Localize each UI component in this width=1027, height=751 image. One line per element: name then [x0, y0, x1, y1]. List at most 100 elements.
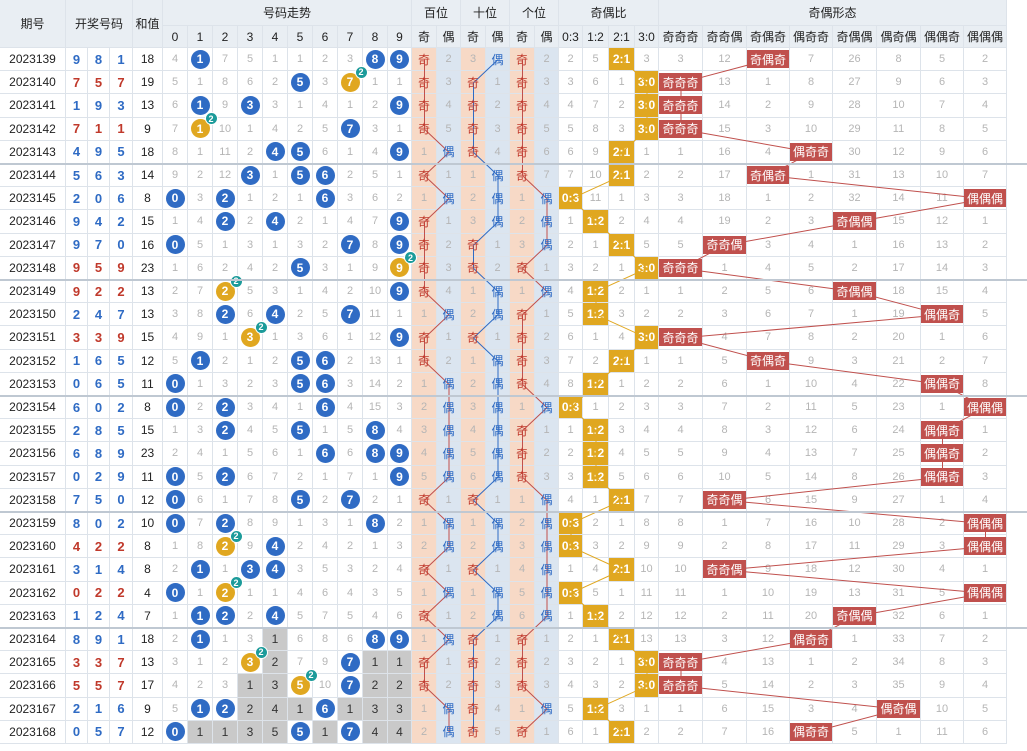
h-parity-cell: 4	[437, 280, 461, 304]
form-cell: 3	[747, 117, 790, 141]
form-cell: 3	[964, 256, 1007, 280]
h-parity-cell: 奇	[412, 117, 437, 141]
repeat-count-badge: 2	[229, 274, 243, 288]
draw-digit: 4	[88, 210, 110, 234]
ball-number: 3	[246, 168, 254, 183]
miss-count: 3	[677, 192, 684, 205]
form-cell: 1	[833, 628, 877, 652]
ratio-cell: 1:2	[583, 419, 609, 443]
repeat-count-badge: 2	[204, 112, 218, 126]
ratio-cell: 1	[609, 651, 635, 675]
group-separator	[0, 163, 1027, 165]
miss-count: 31	[892, 586, 905, 599]
draw-header[interactable]: 开奖号码	[66, 0, 133, 48]
parity-hit: 奇	[466, 562, 479, 577]
t-parity-cell: 2	[461, 604, 486, 628]
miss-count: 1	[618, 261, 625, 274]
miss-count: 2	[396, 192, 403, 205]
form-cell: 11	[921, 187, 964, 211]
form-cell: 11	[659, 581, 703, 605]
ratio-cell: 5	[635, 442, 659, 466]
ball-number: 2	[221, 423, 229, 438]
miss-count: 4	[543, 377, 550, 390]
trend-cell: 3	[363, 117, 388, 141]
tens-header[interactable]: 十位	[461, 0, 510, 26]
miss-count: 6	[346, 633, 354, 646]
miss-count: 3	[851, 354, 858, 367]
draw-digit: 3	[110, 94, 133, 118]
miss-count: 3	[321, 517, 329, 530]
trend-cell: 1	[188, 558, 213, 582]
form-cell: 3	[921, 535, 964, 559]
ratio-header[interactable]: 奇偶比	[559, 0, 659, 26]
form-cell: 2	[703, 280, 747, 304]
miss-count: 3	[246, 238, 254, 251]
miss-count: 3	[543, 76, 550, 89]
parity-hit: 奇	[417, 284, 430, 299]
miss-count: 2	[321, 238, 329, 251]
trend-cell: 2	[238, 372, 263, 396]
miss-count: 3	[445, 76, 452, 89]
miss-count: 6	[246, 76, 254, 89]
miss-count: 1	[221, 563, 229, 576]
form-cell: 7	[964, 164, 1007, 188]
form-hit: 奇奇奇	[659, 328, 702, 347]
ball-number: 4	[271, 214, 279, 229]
draw-digit: 5	[66, 674, 88, 698]
miss-count: 1	[764, 192, 772, 205]
trend-cell: 0	[163, 233, 188, 257]
form-cell: 2	[747, 94, 790, 118]
units-header[interactable]: 个位	[510, 0, 559, 26]
draw-digit: 7	[66, 488, 88, 512]
miss-count: 4	[371, 724, 379, 739]
trend-cell: 3	[363, 697, 388, 721]
hundreds-header[interactable]: 百位	[412, 0, 461, 26]
trend-cell: 1	[163, 604, 188, 628]
miss-count: 2	[321, 493, 329, 506]
t-parity-cell: 6	[461, 465, 486, 489]
miss-count: 22	[892, 377, 905, 390]
miss-count: 1	[518, 401, 526, 414]
miss-count: 15	[935, 285, 949, 298]
miss-count: 2	[346, 354, 354, 367]
period-header[interactable]: 期号	[0, 0, 66, 48]
sum-header[interactable]: 和值	[133, 0, 163, 48]
parity-hit: 奇	[417, 122, 430, 137]
ratio-hit: 1:2	[586, 423, 605, 438]
trend-cell: 7	[363, 210, 388, 234]
trend-cell: 6	[238, 465, 263, 489]
form-header[interactable]: 奇偶形态	[659, 0, 1007, 26]
miss-count: 4	[851, 702, 858, 715]
trend-cell: 1	[213, 720, 238, 744]
form-cell: 奇偶偶	[833, 280, 877, 304]
parity-hit: 奇	[466, 145, 479, 160]
miss-count: 5	[643, 238, 650, 251]
ratio-cell: 0:3	[559, 581, 583, 605]
trend-cell: 5	[288, 604, 313, 628]
parity-hit: 偶	[491, 168, 504, 183]
miss-count: 3	[592, 540, 599, 553]
miss-count: 2	[171, 633, 179, 646]
t-parity-cell: 1	[486, 628, 510, 652]
ball-number: 3	[246, 562, 254, 577]
ratio-cell: 6	[583, 71, 609, 95]
miss-count: 2	[618, 401, 625, 414]
trend-cell: 1	[213, 488, 238, 512]
form-hit: 偶偶奇	[921, 374, 963, 393]
miss-count: 23	[892, 401, 905, 414]
ratio-cell: 3:0	[635, 256, 659, 280]
miss-count: 1	[445, 169, 452, 182]
h-parity-cell: 2	[437, 233, 461, 257]
miss-count: 5	[321, 308, 329, 321]
trend-cell: 2	[338, 280, 363, 304]
miss-count: 1	[346, 99, 354, 112]
ratio-cell: 2:1	[609, 233, 635, 257]
u-parity-cell: 5	[510, 581, 535, 605]
miss-count: 9	[221, 99, 229, 112]
miss-count: 1	[445, 215, 452, 228]
trend-cell: 1	[238, 674, 263, 698]
miss-count: 10	[935, 169, 949, 182]
trend-header[interactable]: 号码走势	[163, 0, 412, 26]
form-hit: 偶偶偶	[964, 189, 1006, 208]
miss-count: 1	[445, 656, 452, 669]
